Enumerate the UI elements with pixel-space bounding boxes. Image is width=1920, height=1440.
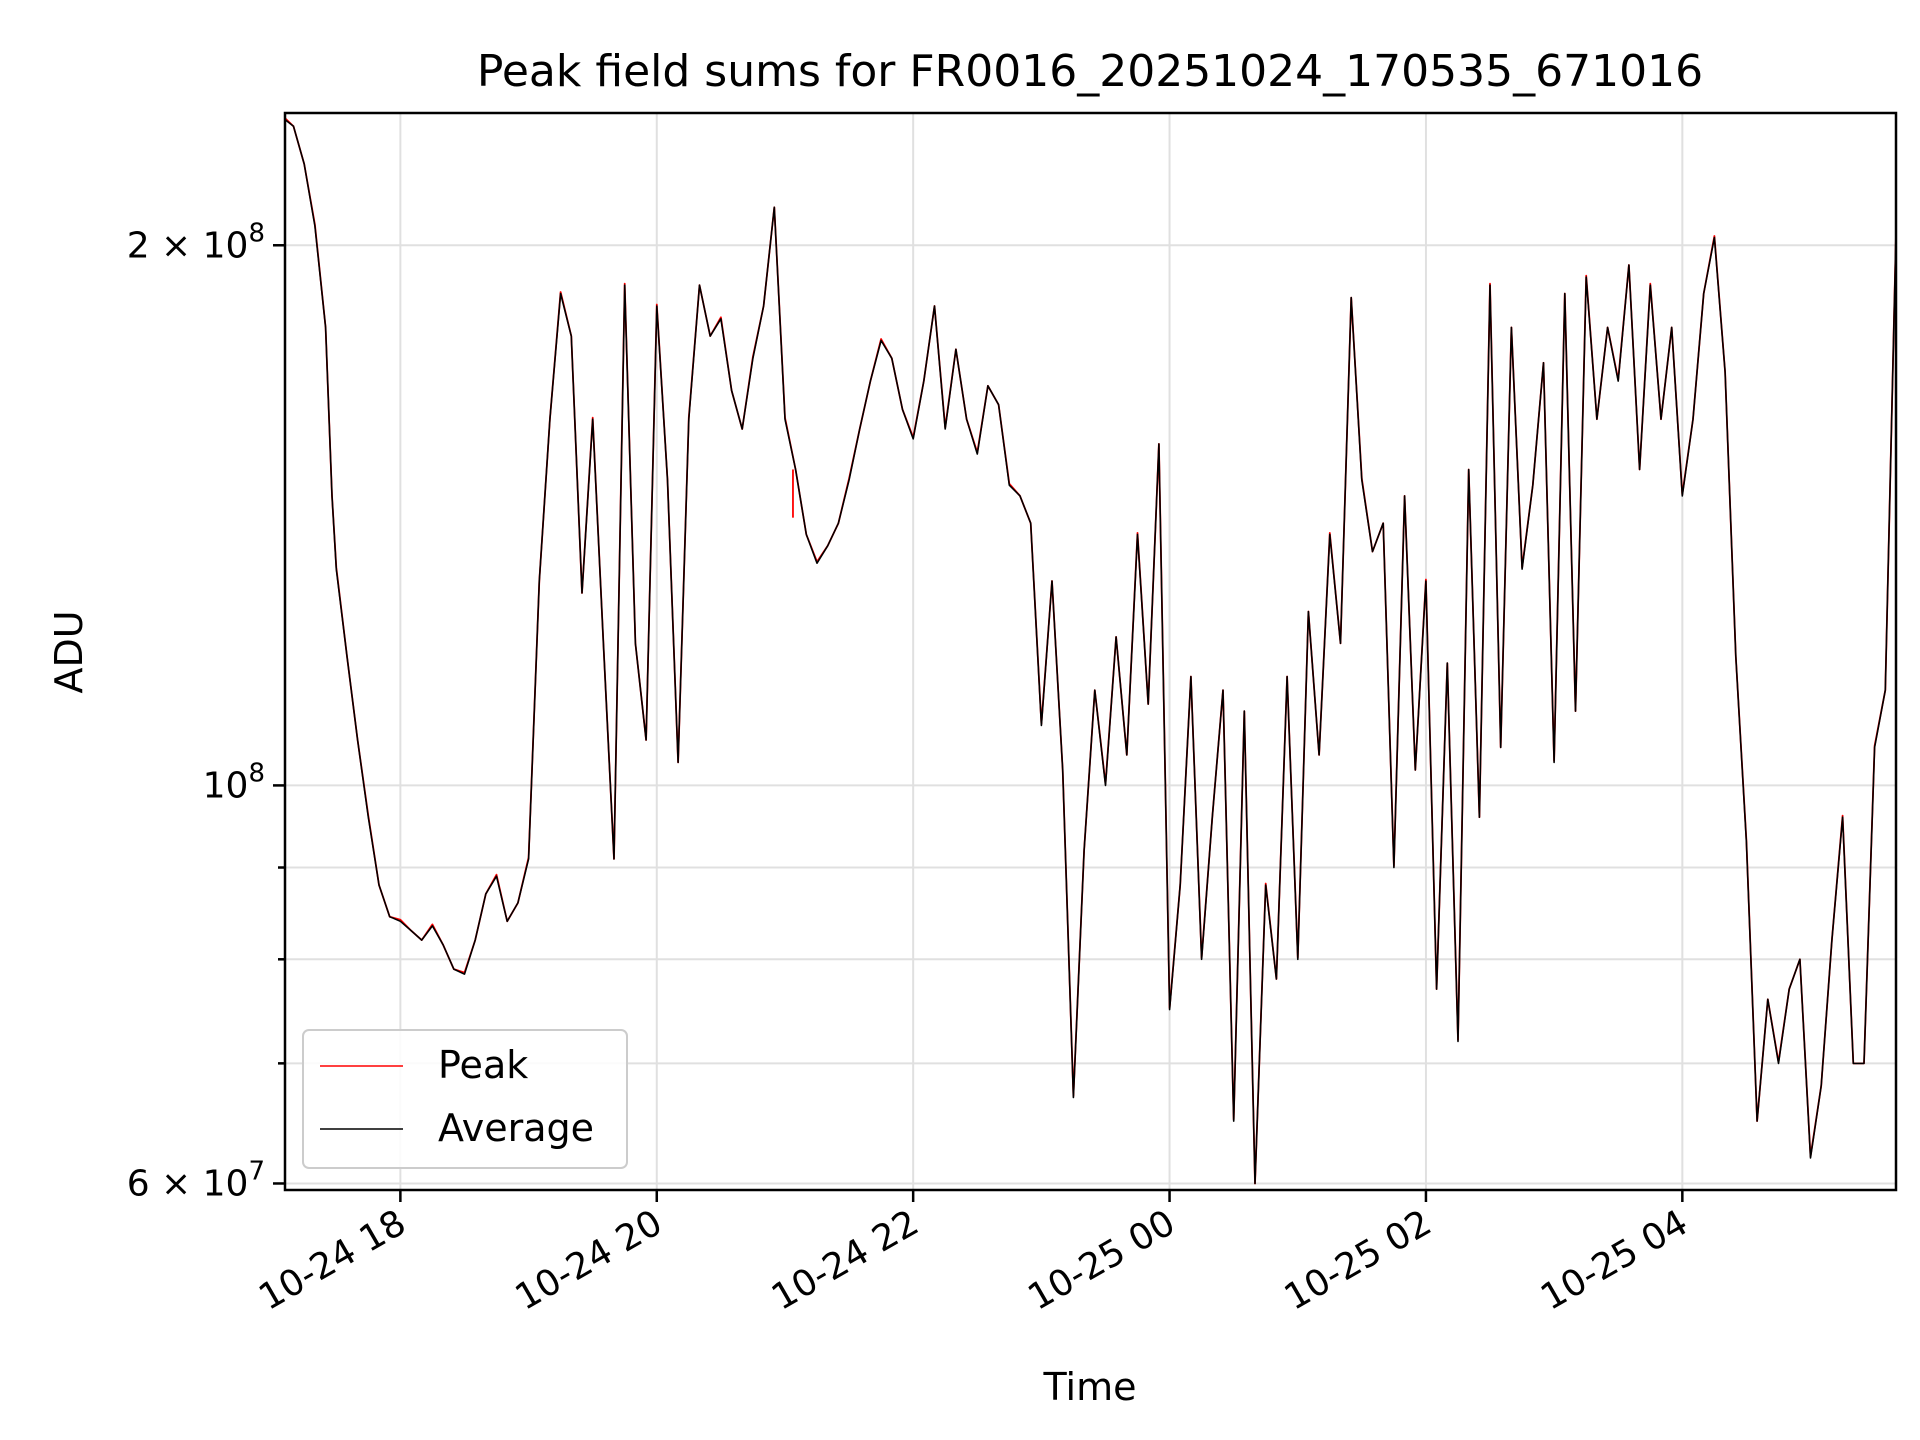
chart-title: Peak field sums for FR0016_20251024_1705… — [477, 46, 1703, 97]
x-axis-label: Time — [1043, 1365, 1137, 1409]
x-tick-label: 10-24 18 — [252, 1202, 413, 1318]
series-layer — [284, 117, 1897, 1185]
x-tick-label: 10-24 20 — [509, 1202, 670, 1318]
x-tick-label: 10-25 04 — [1534, 1202, 1695, 1318]
y-tick-label: 2 × 108 — [127, 218, 265, 266]
series-line-peak — [284, 117, 1897, 1185]
x-tick-label: 10-25 00 — [1021, 1202, 1182, 1318]
grid — [285, 113, 1896, 1190]
legend-box — [302, 1029, 628, 1169]
series-line-average — [284, 118, 1897, 1185]
x-tick-label: 10-25 02 — [1278, 1202, 1439, 1318]
x-tick-label: 10-24 22 — [765, 1202, 926, 1318]
y-tick-label: 6 × 107 — [127, 1156, 265, 1204]
y-axis-label: ADU — [47, 610, 91, 693]
plot-frame — [283, 111, 1898, 1192]
legend-peak-label: Peak — [438, 1043, 528, 1087]
legend-average-label: Average — [438, 1106, 594, 1150]
y-tick-label: 108 — [203, 758, 265, 806]
legend: Peak Average — [302, 1029, 628, 1169]
